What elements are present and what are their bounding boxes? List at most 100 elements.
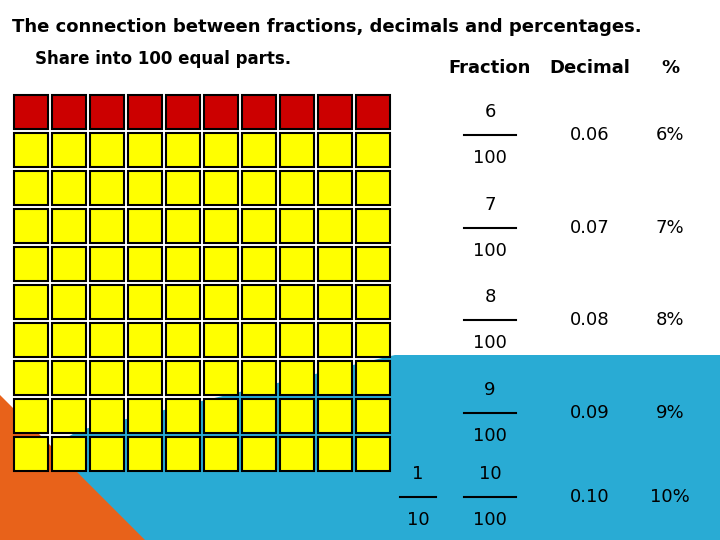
Bar — [166, 285, 200, 319]
Bar — [280, 133, 314, 167]
Bar — [318, 95, 352, 129]
Bar — [242, 133, 276, 167]
Text: 100: 100 — [473, 149, 507, 167]
Bar — [166, 361, 200, 395]
Bar — [242, 247, 276, 281]
Bar — [242, 399, 276, 433]
Bar — [52, 399, 86, 433]
Bar — [166, 209, 200, 243]
Text: 0.06: 0.06 — [570, 126, 610, 144]
Bar — [204, 95, 238, 129]
Polygon shape — [0, 355, 720, 540]
Bar — [280, 361, 314, 395]
Text: 10%: 10% — [650, 488, 690, 506]
Bar — [52, 437, 86, 471]
Bar — [356, 437, 390, 471]
Bar — [166, 133, 200, 167]
Bar — [204, 323, 238, 357]
Bar — [204, 285, 238, 319]
Bar — [14, 285, 48, 319]
Text: Share into 100 equal parts.: Share into 100 equal parts. — [35, 50, 291, 68]
Bar — [166, 247, 200, 281]
Bar — [14, 171, 48, 205]
Bar — [356, 285, 390, 319]
Bar — [356, 209, 390, 243]
Bar — [166, 171, 200, 205]
Bar — [280, 95, 314, 129]
Bar — [356, 399, 390, 433]
Text: 0.08: 0.08 — [570, 311, 610, 329]
Bar — [204, 171, 238, 205]
Bar — [204, 361, 238, 395]
Text: 100: 100 — [473, 334, 507, 352]
Text: %: % — [661, 59, 679, 77]
Bar — [128, 209, 162, 243]
Bar — [52, 171, 86, 205]
Bar — [204, 437, 238, 471]
Bar — [318, 171, 352, 205]
Bar — [90, 285, 124, 319]
Text: 1: 1 — [413, 465, 423, 483]
Bar — [318, 399, 352, 433]
Bar — [14, 399, 48, 433]
Text: 6%: 6% — [656, 126, 684, 144]
Text: 0.07: 0.07 — [570, 219, 610, 237]
Bar — [128, 247, 162, 281]
Bar — [242, 171, 276, 205]
Text: 9%: 9% — [656, 404, 684, 422]
Text: Decimal: Decimal — [549, 59, 631, 77]
Bar — [90, 437, 124, 471]
Bar — [280, 399, 314, 433]
Bar — [166, 399, 200, 433]
Bar — [318, 323, 352, 357]
Bar — [90, 323, 124, 357]
Text: 8: 8 — [485, 288, 495, 306]
Bar — [318, 209, 352, 243]
Bar — [14, 323, 48, 357]
Bar — [52, 361, 86, 395]
Bar — [128, 323, 162, 357]
Text: Fraction: Fraction — [449, 59, 531, 77]
Bar — [318, 285, 352, 319]
Bar — [128, 285, 162, 319]
Text: 8%: 8% — [656, 311, 684, 329]
Bar — [204, 247, 238, 281]
Bar — [356, 247, 390, 281]
Bar — [14, 247, 48, 281]
Bar — [204, 399, 238, 433]
Bar — [128, 95, 162, 129]
Bar — [356, 171, 390, 205]
Bar — [280, 247, 314, 281]
Bar — [14, 133, 48, 167]
Text: 0.10: 0.10 — [570, 488, 610, 506]
Bar — [90, 95, 124, 129]
Bar — [128, 361, 162, 395]
Bar — [90, 171, 124, 205]
Bar — [90, 361, 124, 395]
Bar — [14, 361, 48, 395]
Bar — [52, 285, 86, 319]
Bar — [242, 323, 276, 357]
Bar — [128, 399, 162, 433]
Polygon shape — [0, 395, 145, 540]
Text: 7%: 7% — [656, 219, 684, 237]
Bar — [90, 133, 124, 167]
Bar — [204, 133, 238, 167]
Bar — [52, 247, 86, 281]
Text: 100: 100 — [473, 427, 507, 445]
Bar — [318, 437, 352, 471]
Text: 9: 9 — [485, 381, 496, 399]
Bar — [128, 171, 162, 205]
Bar — [318, 361, 352, 395]
Bar — [280, 285, 314, 319]
Bar — [280, 171, 314, 205]
Bar — [318, 247, 352, 281]
Bar — [356, 95, 390, 129]
Bar — [280, 437, 314, 471]
Bar — [52, 133, 86, 167]
Bar — [242, 209, 276, 243]
Bar — [242, 285, 276, 319]
Text: 100: 100 — [473, 242, 507, 260]
Text: 6: 6 — [485, 103, 495, 121]
Text: 10: 10 — [479, 465, 501, 483]
